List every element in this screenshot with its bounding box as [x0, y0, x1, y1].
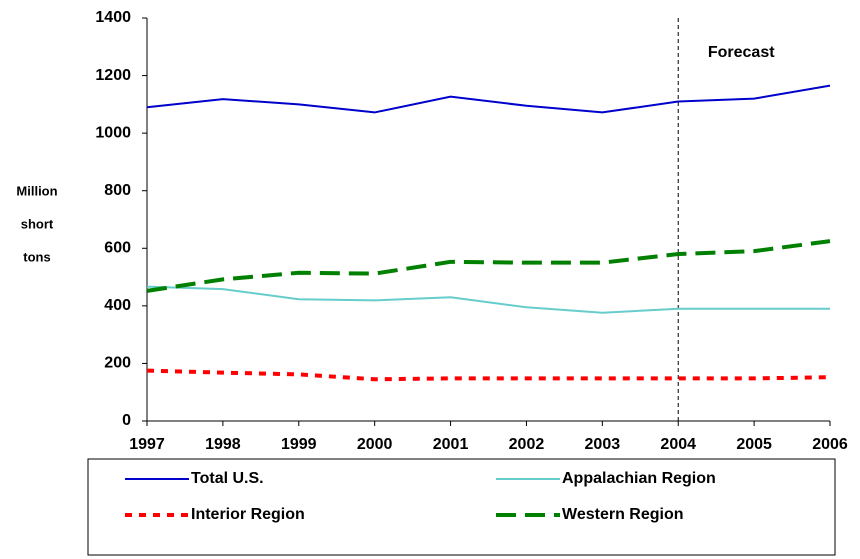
x-tick-label: 2005 — [736, 436, 772, 453]
x-tick-label: 1997 — [129, 436, 165, 453]
x-tick-label: 2001 — [433, 436, 469, 453]
x-tick-label: 2004 — [660, 436, 696, 453]
y-tick-label: 1400 — [95, 9, 131, 26]
legend-label: Western Region — [562, 506, 684, 523]
y-tick-label: 800 — [104, 182, 131, 199]
x-tick-label: 2002 — [509, 436, 545, 453]
series-line — [146, 368, 831, 382]
series-line — [146, 84, 831, 114]
y-tick-label: 1200 — [95, 67, 131, 84]
y-axis-label: short — [21, 216, 54, 231]
series-line — [146, 239, 831, 293]
x-tick-label: 1999 — [281, 436, 317, 453]
legend-box — [87, 458, 836, 556]
x-tick-label: 1998 — [205, 436, 241, 453]
y-tick-label: 0 — [122, 412, 131, 429]
x-tick-label: 2003 — [585, 436, 621, 453]
x-tick-label: 2006 — [812, 436, 848, 453]
y-axis-label: tons — [23, 249, 50, 264]
legend-label: Total U.S. — [191, 470, 264, 487]
y-axis-label: Million — [16, 183, 57, 198]
legend-label: Interior Region — [191, 506, 305, 523]
y-tick-label: 600 — [104, 240, 131, 257]
y-tick-label: 1000 — [95, 124, 131, 141]
x-tick-label: 2000 — [357, 436, 393, 453]
annotation: Forecast — [708, 44, 775, 61]
legend-label: Appalachian Region — [562, 470, 716, 487]
series-line — [146, 285, 830, 314]
y-tick-label: 200 — [104, 355, 131, 372]
y-tick-label: 400 — [104, 297, 131, 314]
